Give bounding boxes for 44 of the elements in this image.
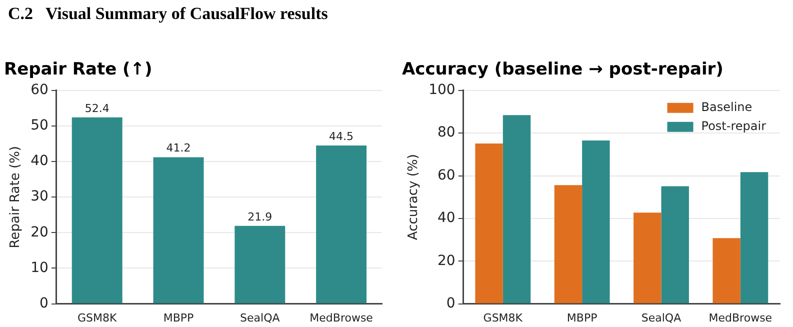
legend-label: Post-repair xyxy=(701,119,766,134)
bar xyxy=(712,238,740,304)
y-tick-label: 80 xyxy=(437,124,456,141)
y-tick-label: 50 xyxy=(30,118,48,134)
y-tick-label: 40 xyxy=(30,153,48,170)
data-label: 21.9 xyxy=(248,210,272,224)
bar xyxy=(661,186,689,304)
x-tick-label: MBPP xyxy=(163,311,194,324)
y-tick-label: 10 xyxy=(30,260,48,276)
x-tick-label: GSM8K xyxy=(78,311,118,324)
bar xyxy=(634,212,662,304)
bar xyxy=(475,144,503,304)
data-label: 41.2 xyxy=(166,142,191,155)
bar xyxy=(72,117,122,304)
y-tick-label: 0 xyxy=(39,295,48,312)
y-axis-title: Accuracy (%) xyxy=(406,154,422,240)
x-tick-label: GSM8K xyxy=(483,311,524,324)
y-tick-label: 60 xyxy=(437,167,456,184)
bar xyxy=(554,185,582,304)
y-tick-label: 40 xyxy=(437,210,456,226)
y-tick-label: 100 xyxy=(428,82,456,98)
bar xyxy=(316,146,367,304)
bar xyxy=(740,172,768,304)
bar xyxy=(234,226,286,304)
text: C.2 Visual Summary of CausalFlow results xyxy=(8,4,328,24)
y-tick-label: 60 xyxy=(30,82,48,98)
y-tick-label: 20 xyxy=(437,252,456,269)
y-tick-label: 0 xyxy=(446,295,456,312)
y-tick-label: 20 xyxy=(30,224,48,240)
data-label: 52.4 xyxy=(84,102,110,115)
chart-title: Accuracy (baseline → post-repair) xyxy=(402,60,724,80)
x-tick-label: MedBrowse xyxy=(310,311,374,324)
x-tick-label: SealQA xyxy=(641,311,682,324)
legend-label: Baseline xyxy=(701,100,752,114)
y-axis-title: Repair Rate (%) xyxy=(8,146,24,248)
x-tick-label: MedBrowse xyxy=(708,311,772,324)
bar xyxy=(502,115,531,304)
y-tick-label: 30 xyxy=(30,188,48,205)
x-tick-label: SealQA xyxy=(240,311,280,324)
bar xyxy=(582,140,610,304)
x-tick-label: MBPP xyxy=(566,311,598,324)
bar xyxy=(153,157,204,304)
chart-title: Repair Rate (↑) xyxy=(4,60,152,80)
data-label: 44.5 xyxy=(329,130,354,143)
